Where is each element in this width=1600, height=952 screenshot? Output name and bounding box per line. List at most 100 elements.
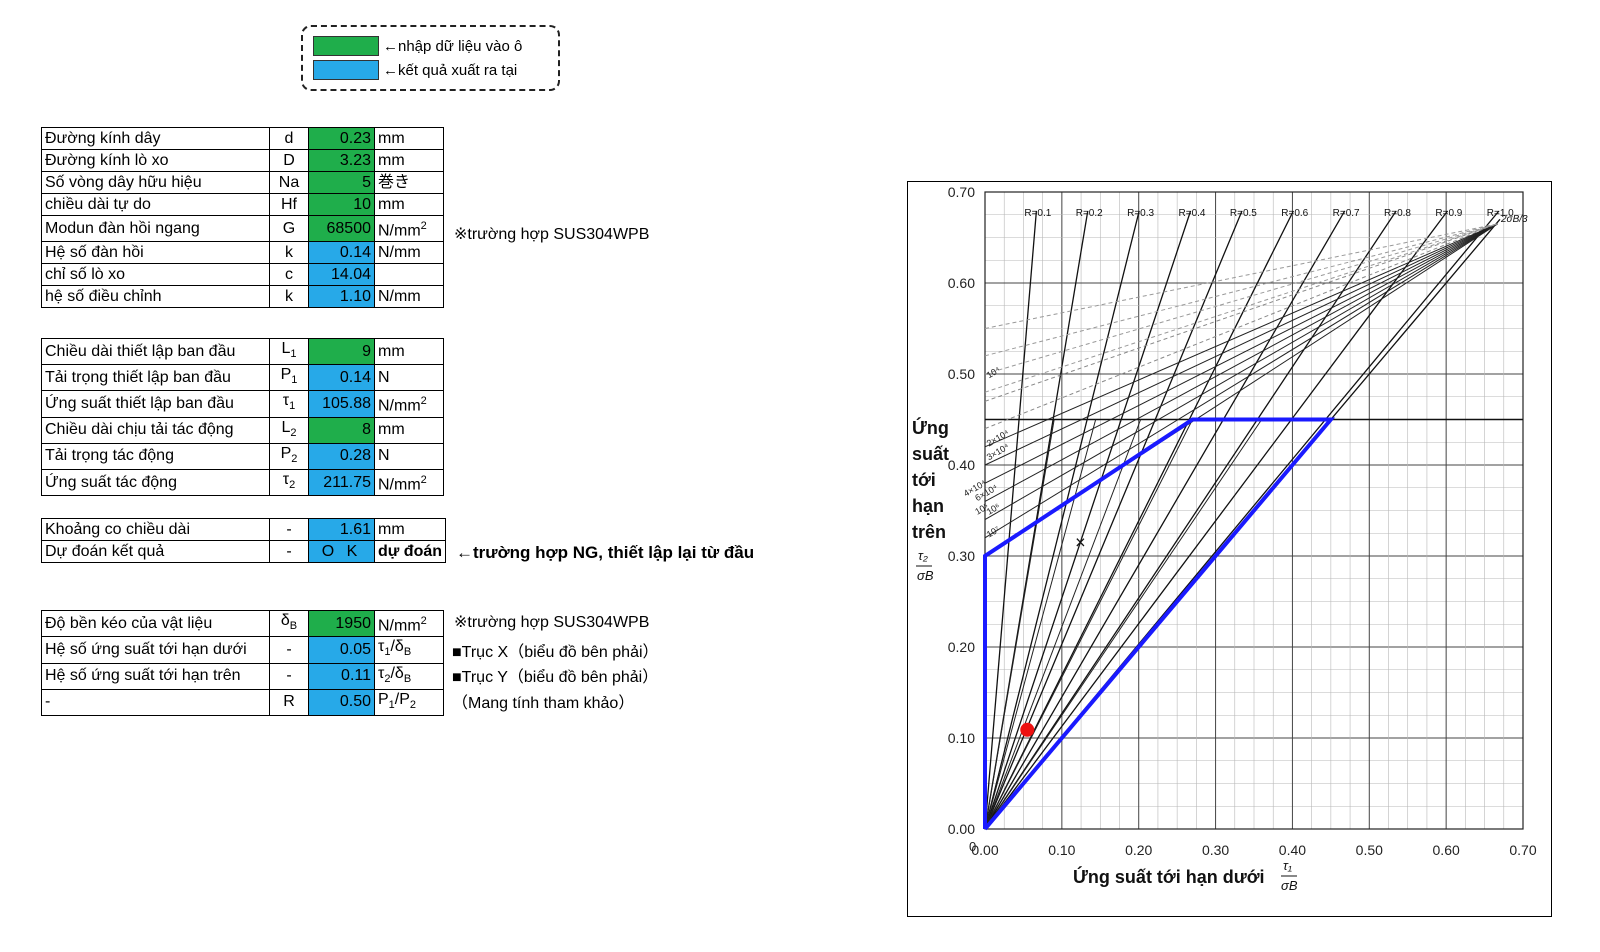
fan-line <box>984 419 1142 830</box>
y-axis-label-line: Ứng <box>912 417 949 438</box>
y-tick-label: 0.60 <box>948 275 975 291</box>
r-line-label: R=0.5 <box>1230 208 1257 219</box>
input-value-cell[interactable]: 8 <box>308 416 375 444</box>
row-symbol: P1 <box>269 364 309 392</box>
row-unit: mm <box>374 416 444 444</box>
input-value-cell[interactable]: 3.23 <box>308 149 375 172</box>
table-row: Số vòng dây hữu hiệu Na 5 巻き <box>41 171 444 194</box>
material-note: ※trường hợp SUS304WPB <box>454 226 650 243</box>
row-symbol: - <box>269 636 309 664</box>
cycle-curve <box>984 223 1498 521</box>
input-value-cell[interactable]: 10 <box>308 193 375 216</box>
r-line <box>984 210 1448 830</box>
row-unit: N/mm2 <box>374 390 444 418</box>
row-label: Hệ số đàn hồi <box>41 241 270 265</box>
row-label: Dự đoán kết quả <box>41 540 270 563</box>
x-tick-label: 0.60 <box>1433 842 1460 858</box>
row-unit: N/mm2 <box>374 469 444 497</box>
safe-zone-outline <box>983 417 1336 831</box>
row-symbol: - <box>269 518 309 541</box>
row-unit: N <box>374 442 444 471</box>
cycle-label: 10⁶ <box>985 501 1002 517</box>
fan-line <box>984 419 1097 830</box>
r-line-label: R=0.7 <box>1333 208 1360 219</box>
row-symbol: D <box>269 149 309 172</box>
row-symbol: τ2 <box>269 469 309 497</box>
input-value-cell[interactable]: 0.23 <box>308 127 375 150</box>
cycle-curve <box>984 223 1498 375</box>
input-value-cell[interactable]: 1950 <box>308 609 375 638</box>
row-unit: mm <box>374 149 444 172</box>
y-tick-label: 0.70 <box>948 184 975 200</box>
table-row: Ứng suất thiết lập ban đầu τ1 105.88 N/mm2 <box>41 390 444 418</box>
r-line <box>984 210 1192 830</box>
row-label: Chiều dài chịu tải tác động <box>41 416 270 444</box>
r-line <box>984 210 1294 830</box>
sigma-label: 2σB/3 <box>1500 214 1528 225</box>
y-axis-label-line: suất <box>912 444 949 464</box>
r-line-label: R=0.6 <box>1281 208 1308 219</box>
row-unit: N <box>374 364 444 392</box>
legend-input-row: ←nhập dữ liệu vào ô <box>313 36 522 56</box>
input-value-cell[interactable]: 68500 <box>308 214 375 243</box>
cycle-curve <box>984 223 1498 502</box>
result-table: Khoảng co chiều dài -1.61 mm Dự đoán kết qu… <box>41 518 447 563</box>
r-line-label: R=0.9 <box>1435 208 1462 219</box>
origin-label: 0 <box>969 839 976 854</box>
y-tick-label: 0.30 <box>948 548 975 564</box>
row-label: Hệ số ứng suất tới hạn dưới <box>41 636 270 664</box>
y-axis-fraction-num: τ₂ <box>918 548 928 563</box>
table-row: hệ số điều chỉnh k 1.10 N/mm <box>41 285 444 309</box>
row-symbol: R <box>269 688 309 716</box>
table-row: Tải trọng tác động P2 0.28 N <box>41 442 444 471</box>
input-value-cell[interactable]: 5 <box>308 171 375 194</box>
x-axis-fraction-num: τ₁ <box>1283 858 1292 873</box>
row-label: Tải trọng tác động <box>41 442 270 471</box>
r-line-label: R=0.3 <box>1127 208 1154 219</box>
table-row: Chiều dài chịu tải tác động L2 8 mm <box>41 416 444 444</box>
y-tick-label: 0.10 <box>948 730 975 746</box>
cycle-curve <box>984 223 1498 484</box>
input-value-cell[interactable]: 9 <box>308 337 375 366</box>
x-tick-label: 0.00 <box>971 842 998 858</box>
fatigue-chart: R=0.1 R=0.2 R=0.3 R=0.4 R=0.5 R=0.6 R=0.7 R=0.8… <box>907 181 1552 917</box>
table-row: Đường kính dây d 0.23 mm <box>41 127 444 150</box>
reference-marker: × <box>1075 532 1086 552</box>
x-tick-label: 0.40 <box>1279 842 1306 858</box>
row-unit: N/mm <box>374 285 444 309</box>
output-color-swatch <box>313 60 379 80</box>
row-label: - <box>41 688 270 716</box>
row-unit: mm <box>373 518 447 541</box>
legend-output-text: ←kết quả xuất ra tại <box>383 61 518 79</box>
x-tick-label: 0.30 <box>1202 842 1229 858</box>
table-row: Ứng suất tác động τ2 211.75 N/mm2 <box>41 469 444 497</box>
table-row: chỉ số lò xo c 14.04 <box>41 263 444 287</box>
y-tick-label: 0.20 <box>948 639 975 655</box>
table-row: chiều dài tự do Hf 10 mm <box>41 193 444 216</box>
row-unit <box>374 263 444 287</box>
spring-spec-table: Đường kính dây d 0.23 mm Đường kính lò xo D 3.… <box>41 127 444 309</box>
row-label: Tải trọng thiết lập ban đầu <box>41 364 270 392</box>
r-line-label: R=1.0 <box>1487 208 1514 219</box>
row-label: Hệ số ứng suất tới hạn trên <box>41 662 270 690</box>
row-label: Đường kính dây <box>41 127 270 150</box>
output-value-cell: 0.28 <box>308 442 375 471</box>
r-line-label: R=0.1 <box>1024 208 1051 219</box>
y-tick-label: 0.50 <box>948 366 975 382</box>
row-symbol: k <box>269 241 309 265</box>
y-axis-label-line: hạn <box>912 496 944 516</box>
row-symbol: P2 <box>269 442 309 471</box>
x-axis-label: Ứng suất tới hạn dưới <box>1073 866 1265 887</box>
fatigue-note: ※trường hợp SUS304WPB <box>454 614 650 631</box>
r-line-label: R=0.2 <box>1076 208 1103 219</box>
y-tick-label: 0.00 <box>948 821 975 837</box>
row-label: Số vòng dây hữu hiệu <box>41 171 270 194</box>
row-unit: N/mm <box>374 241 444 265</box>
output-value-cell: 0.14 <box>308 364 375 392</box>
table-row: Khoảng co chiều dài -1.61 mm <box>41 518 447 541</box>
row-symbol: τ1 <box>269 390 309 418</box>
row-unit: 巻き <box>374 171 444 194</box>
cycle-curve <box>984 223 1498 357</box>
r-line <box>984 210 1346 830</box>
row-symbol: Na <box>269 171 309 194</box>
